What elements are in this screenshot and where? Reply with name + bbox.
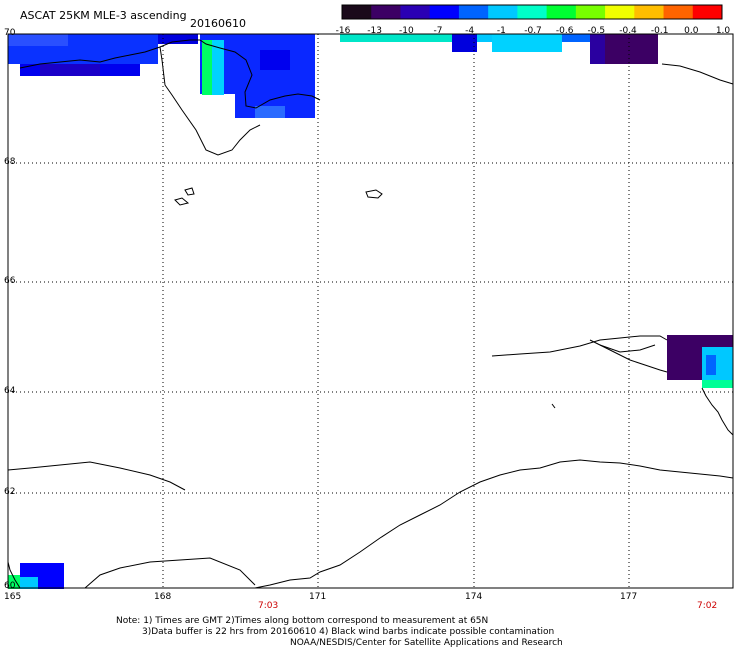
colorbar-label: -13 (367, 26, 382, 36)
colorbar-swatch (634, 5, 665, 19)
lon-label-171: 171 (309, 592, 327, 602)
colorbar-label: -0.5 (587, 26, 606, 36)
data-swath-east (667, 335, 733, 388)
map-title: ASCAT 25KM MLE-3 ascending (20, 9, 187, 22)
colorbar-swatch (663, 5, 694, 19)
colorbar-label: -0.4 (619, 26, 637, 36)
lon-label-168: 168 (154, 592, 172, 602)
colorbar-swatch (692, 5, 723, 19)
colorbar-swatch (400, 5, 431, 19)
lon-label-174: 174 (465, 592, 483, 602)
coastline (7, 39, 734, 589)
lat-label-64: 64 (4, 386, 16, 396)
map-date: 20160610 (190, 17, 246, 30)
lat-label-70: 70 (4, 28, 16, 38)
data-swath-northwest (8, 34, 198, 76)
colorbar-swatch (371, 5, 401, 19)
footer-note-1: Note: 1) Times are GMT 2)Times along bot… (116, 616, 489, 626)
colorbar-swatch (517, 5, 548, 19)
lat-label-60: 60 (4, 581, 16, 591)
colorbar-label: 1.0 (715, 26, 731, 36)
colorbar (341, 4, 723, 20)
colorbar-swatch (342, 5, 372, 19)
colorbar-swatch (546, 5, 577, 19)
colorbar-label: -0.1 (650, 26, 669, 36)
lat-label-66: 66 (4, 276, 16, 286)
colorbar-label: -1 (496, 26, 506, 36)
lat-label-62: 62 (4, 487, 16, 497)
colorbar-label: -4 (465, 26, 475, 36)
data-swath-north-central (200, 34, 315, 118)
time-label-2: 7:02 (697, 601, 718, 611)
colorbar-label: 0.0 (684, 26, 699, 36)
footer-credit: NOAA/NESDIS/Center for Satellite Applica… (290, 638, 563, 648)
colorbar-label: -10 (398, 26, 414, 36)
colorbar-swatch (429, 5, 460, 19)
colorbar-label: -7 (433, 26, 443, 36)
lon-label-165: 165 (4, 592, 22, 602)
colorbar-label: -0.6 (555, 26, 574, 36)
colorbar-swatch (488, 5, 518, 19)
colorbar-swatch (458, 5, 489, 19)
lat-label-68: 68 (4, 157, 16, 167)
colorbar-label: -16 (335, 26, 351, 36)
lon-label-177: 177 (620, 592, 638, 602)
map-frame (7, 33, 734, 589)
footer-note-2: 3)Data buffer is 22 hrs from 20160610 4)… (142, 627, 555, 637)
data-swath-southwest (8, 563, 64, 589)
colorbar-swatch (605, 5, 635, 19)
time-label-1: 7:03 (258, 601, 279, 611)
colorbar-label: -0.7 (524, 26, 542, 36)
colorbar-swatch (575, 5, 606, 19)
map-gridlines (8, 34, 733, 588)
